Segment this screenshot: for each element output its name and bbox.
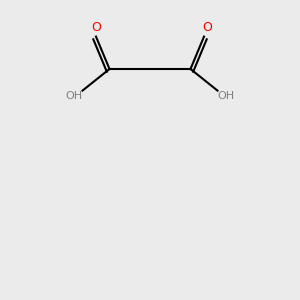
Text: OH: OH	[66, 91, 83, 101]
Text: O: O	[202, 21, 211, 34]
Text: O: O	[91, 21, 101, 34]
Text: OH: OH	[217, 91, 234, 101]
